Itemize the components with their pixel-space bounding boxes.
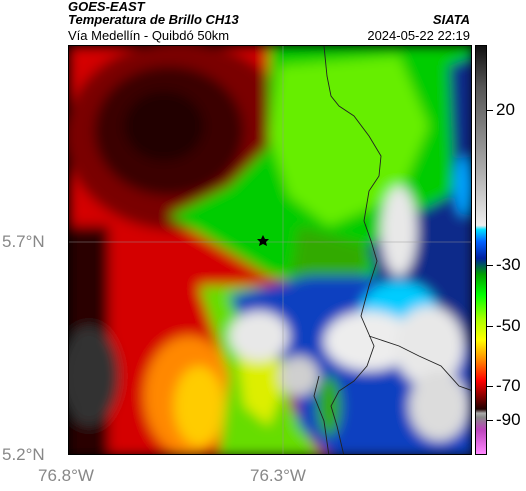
- lat-label-5.7: 5.7°N: [2, 232, 45, 251]
- satellite-title: GOES-EAST: [68, 0, 145, 14]
- map-panel[interactable]: [68, 45, 472, 455]
- colorbar-label-20: 20: [496, 100, 515, 119]
- colorbar-label-minus90: -90: [496, 410, 521, 429]
- brightness-temperature-field: [69, 46, 471, 454]
- org-label: SIATA: [432, 12, 470, 27]
- lon-label-76.3: 76.3°W: [250, 466, 306, 485]
- colorbar-label-minus50: -50: [496, 316, 521, 335]
- colorbar-label-minus30: -30: [496, 255, 521, 274]
- timestamp: 2024-05-22 22:19: [367, 28, 470, 43]
- colorbar-label-minus70: -70: [496, 376, 521, 395]
- product-title: Temperatura de Brillo CH13: [68, 12, 239, 27]
- star-marker: [257, 235, 269, 246]
- route-subtitle: Vía Medellín - Quibdó 50km: [68, 28, 230, 43]
- colorbar: [475, 45, 487, 455]
- lon-label-76.8: 76.8°W: [38, 466, 94, 485]
- lat-label-5.2: 5.2°N: [2, 445, 45, 464]
